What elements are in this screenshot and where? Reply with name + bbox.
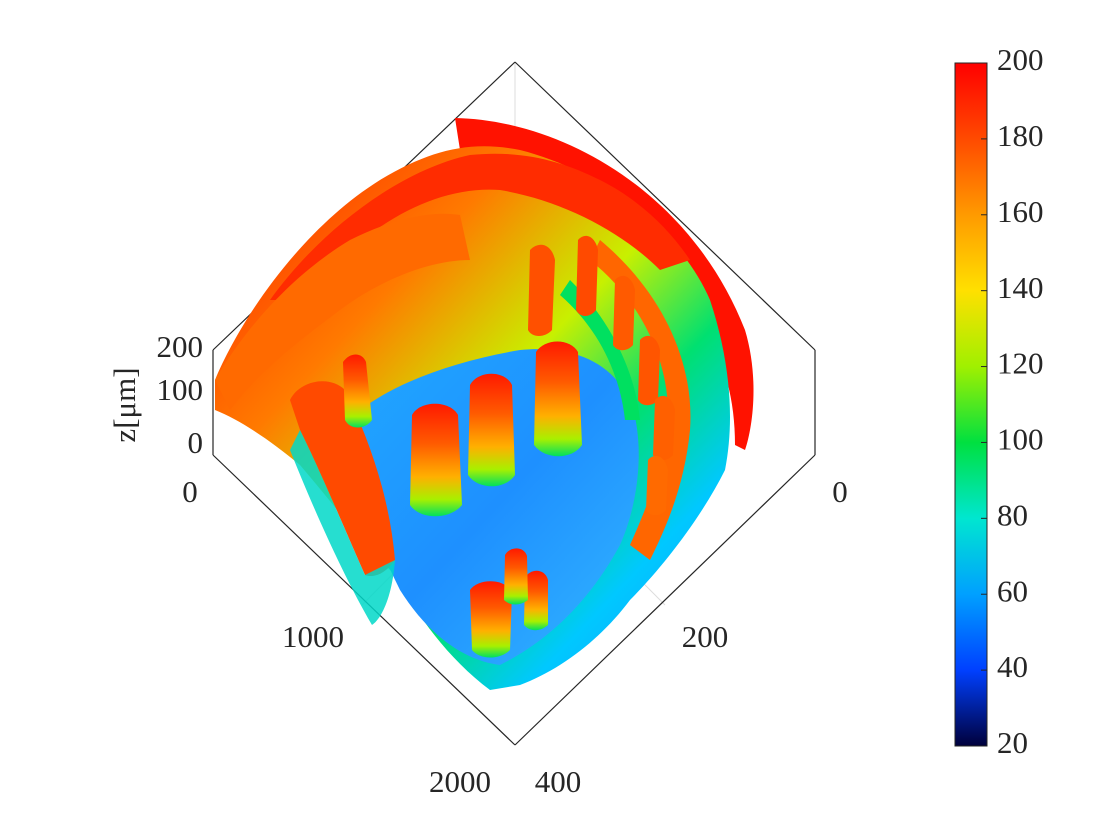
z-tick-label: 200 [157,329,204,364]
pillar [468,373,515,487]
surface-right-ring-inner [560,280,640,420]
pillar [470,581,512,658]
x-tick-label: 0 [182,474,198,509]
pillar [576,235,598,316]
pillars [343,235,675,658]
x-tick-label: 2000 [429,764,491,799]
pillar [638,335,660,406]
z-axis-label: z[μm] [107,367,142,442]
colorbar-tick-label: 40 [997,649,1028,684]
x-tick-label: 1000 [282,619,344,654]
z-tick-label: 100 [157,372,204,407]
pillar [410,403,462,517]
axis-front-right [514,454,816,746]
surface-top-left-slope [215,213,470,410]
colorbar-bar [954,62,988,747]
x-axis-ticks: 0 1000 2000 [182,474,491,799]
pillar [613,275,635,351]
pillar [653,395,675,461]
surface-left-ridge [290,381,395,577]
colorbar-tick-label: 120 [997,346,1044,381]
colorbar-tick-label: 180 [997,118,1044,153]
colorbar: 20 40 60 80 100 120 140 160 180 200 [954,42,1044,760]
z-axis-ticks: 200 100 0 z[μm] [107,329,203,460]
colorbar-tick-label: 60 [997,573,1028,608]
colorbar-tick-label: 20 [997,725,1028,760]
y-tick-label: 200 [682,619,729,654]
pillar [343,354,372,428]
colorbar-tick-label: 140 [997,270,1044,305]
colorbar-tick-label: 80 [997,497,1028,532]
y-tick-label: 0 [832,474,848,509]
y-tick-label: 400 [535,764,582,799]
colorbar-tick-label: 100 [997,422,1044,457]
colorbar-tick-label: 160 [997,194,1044,229]
colorbar-ticks: 20 40 60 80 100 120 140 160 180 200 [981,42,1044,760]
axis-back-right [514,61,816,351]
y-axis-ticks: 0 200 400 [535,474,848,799]
pillar [646,455,668,516]
pillar [524,570,548,631]
pillar [534,341,582,457]
z-tick-label: 0 [188,425,204,460]
surface-left-ridge-base [290,430,395,625]
colorbar-tick-label: 200 [997,42,1044,77]
surface-upper-band [270,153,690,300]
pillar [504,548,528,605]
pillar [528,244,555,336]
